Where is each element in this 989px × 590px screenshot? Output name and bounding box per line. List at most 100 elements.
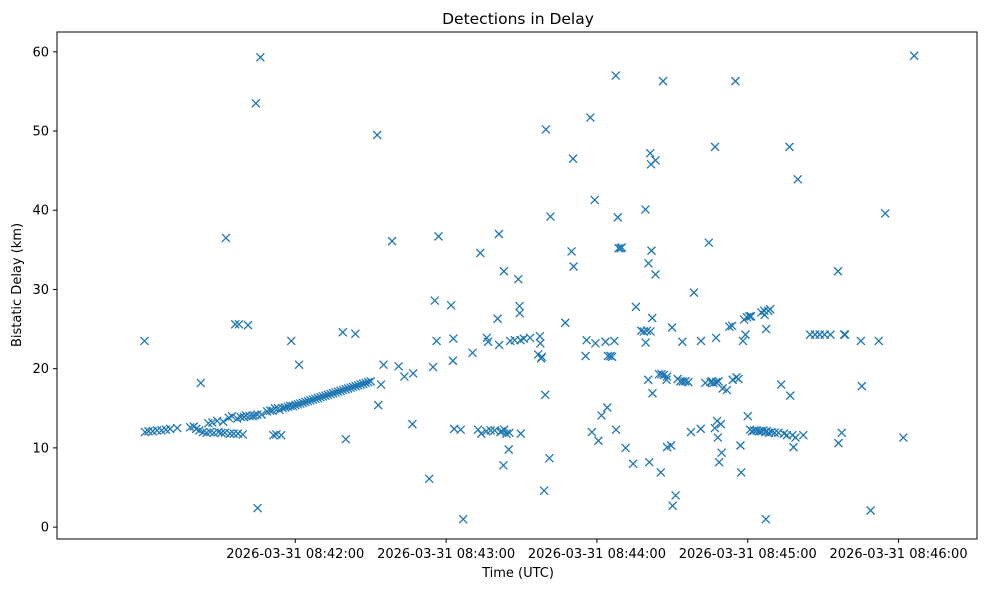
y-axis: 0 10 20 30 40 50 60 (32, 45, 57, 536)
data-point (207, 418, 217, 428)
data-point (585, 113, 595, 123)
data-point (770, 428, 780, 438)
y-tick-label: 20 (32, 362, 49, 377)
data-point (446, 300, 456, 310)
data-point (596, 410, 606, 420)
data-point (567, 246, 577, 256)
data-point (617, 243, 627, 252)
data-point (515, 308, 525, 318)
data-point (144, 426, 153, 436)
data-point (172, 423, 182, 433)
data-point (601, 337, 610, 347)
data-point (366, 376, 376, 386)
data-point (280, 403, 290, 412)
data-point (590, 338, 600, 348)
data-point (216, 428, 226, 438)
x-tick-label: 2026-03-31 08:46:00 (830, 547, 968, 562)
data-point (525, 333, 535, 343)
data-point (468, 348, 477, 358)
data-point (667, 323, 677, 332)
data-point (727, 321, 737, 331)
data-point (221, 233, 231, 243)
data-point (716, 419, 726, 429)
data-point (338, 385, 348, 395)
data-point (745, 311, 754, 321)
y-tick-label: 10 (32, 441, 49, 456)
data-point (648, 388, 657, 398)
data-point (336, 386, 346, 396)
data-point (476, 429, 486, 439)
data-point (651, 269, 660, 279)
data-point (880, 208, 890, 218)
data-point (568, 154, 578, 164)
data-point (394, 361, 404, 371)
data-point (493, 314, 503, 324)
data-point (631, 302, 641, 312)
data-point (351, 381, 361, 391)
data-point (696, 336, 706, 346)
data-point (253, 503, 263, 513)
data-point (448, 356, 458, 366)
data-point (288, 401, 298, 411)
data-point (710, 142, 720, 152)
data-point (593, 436, 603, 446)
data-point (683, 377, 693, 387)
data-point (202, 428, 212, 438)
data-point (837, 428, 847, 438)
data-point (515, 301, 524, 311)
data-point (537, 352, 547, 362)
data-point (343, 384, 353, 393)
data-point (320, 391, 330, 401)
data-point (825, 330, 835, 340)
data-point (658, 76, 668, 86)
data-point (294, 360, 304, 370)
data-point (196, 378, 206, 388)
data-point (833, 266, 843, 276)
data-point (717, 448, 727, 458)
data-point (494, 340, 504, 350)
data-point (857, 381, 867, 391)
data-point (295, 399, 305, 408)
data-point (545, 212, 555, 222)
data-point (238, 429, 248, 439)
data-point (613, 212, 623, 222)
data-point (640, 204, 650, 214)
data-point (544, 453, 554, 463)
data-point (590, 195, 600, 205)
data-point (430, 296, 440, 306)
data-point (759, 306, 769, 316)
data-point (252, 410, 262, 420)
data-point (628, 459, 638, 469)
data-point (230, 319, 240, 329)
y-tick-label: 30 (32, 283, 49, 298)
data-point (458, 514, 468, 524)
data-point (607, 352, 617, 362)
y-axis-label: Bistatic Delay (km) (10, 223, 25, 347)
data-point (560, 318, 570, 328)
data-point (643, 375, 653, 385)
data-point (662, 372, 672, 382)
data-point (680, 376, 690, 386)
data-point (611, 71, 621, 81)
data-point (333, 387, 343, 397)
data-point (379, 360, 388, 370)
data-point (310, 394, 320, 404)
data-point (499, 266, 509, 276)
data-point (909, 51, 919, 61)
data-point (541, 124, 551, 134)
data-point (248, 411, 258, 421)
data-point (587, 427, 597, 437)
data-point (791, 433, 800, 443)
data-point (646, 326, 655, 336)
data-point (276, 430, 286, 440)
data-point (793, 174, 803, 184)
plot-frame (56, 31, 978, 540)
data-point (708, 378, 718, 388)
data-point (714, 457, 724, 467)
data-point (298, 398, 308, 408)
x-tick-label: 2026-03-31 08:42:00 (226, 547, 364, 562)
data-point (293, 399, 303, 409)
data-point (651, 155, 660, 165)
data-point (331, 387, 340, 397)
data-point (348, 382, 358, 392)
